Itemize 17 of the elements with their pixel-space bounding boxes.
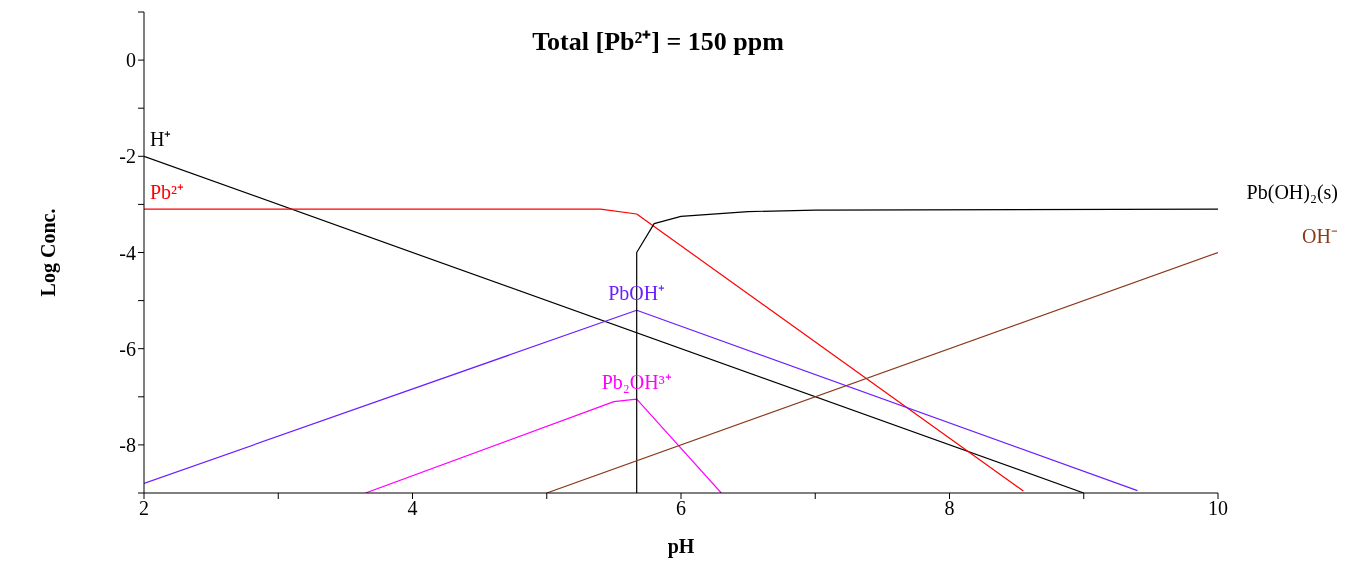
x-tick-label: 10 [1208, 497, 1228, 520]
y-tick-label: -6 [119, 337, 136, 360]
x-tick-label: 2 [139, 497, 149, 520]
series-label: Pb(OH)₂(s) [1246, 181, 1338, 205]
y-axis-title: Log Conc. [37, 208, 61, 297]
y-tick-label: 0 [126, 49, 136, 72]
series-label: Pb²⁺ [150, 181, 185, 204]
y-tick-label: -2 [119, 145, 136, 168]
x-axis-title: pH [667, 535, 695, 558]
y-tick-label: -8 [119, 434, 136, 456]
text: Total [Pb²⁺] = 150 ppm [531, 26, 785, 58]
y-tick-label: -4 [119, 241, 136, 264]
series-label: H⁺ [150, 128, 172, 151]
text: OH⁻ [1302, 224, 1338, 247]
x-tick-label: 6 [676, 497, 686, 520]
x-tick-label: 4 [407, 497, 418, 520]
x-tick-label: 8 [944, 497, 955, 520]
